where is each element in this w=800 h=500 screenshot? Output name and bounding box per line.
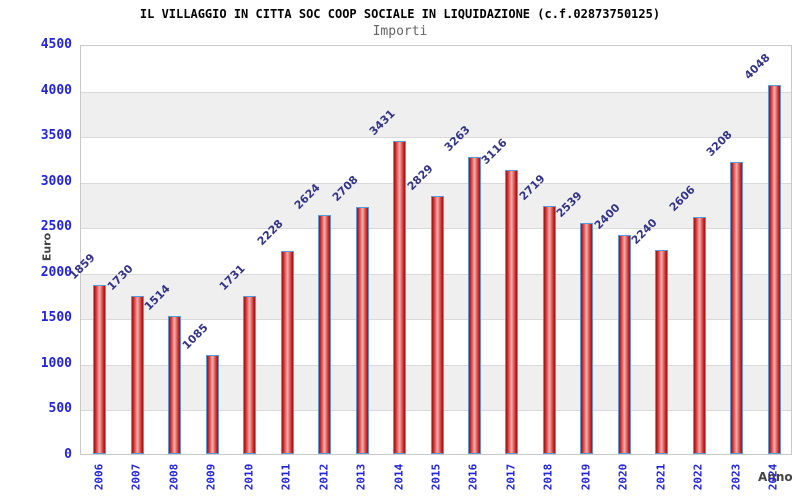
gridline	[81, 182, 791, 184]
bar	[393, 141, 407, 454]
bar	[355, 207, 369, 454]
bar	[692, 216, 706, 454]
plot-band	[81, 91, 791, 138]
x-tick-label: 2016	[466, 463, 480, 491]
x-tick-label: 2006	[92, 463, 106, 491]
chart-subtitle: Importi	[372, 24, 428, 39]
x-tick-label: 2014	[392, 463, 406, 491]
plot-area	[80, 45, 792, 455]
gridline	[81, 91, 791, 93]
x-tick-label: 2017	[504, 463, 518, 491]
x-tick-label: 2019	[579, 463, 593, 491]
y-tick-label: 4500	[40, 37, 72, 52]
y-tick-label: 2500	[40, 219, 72, 235]
x-tick-label: 2023	[729, 463, 743, 491]
x-tick-label: 2011	[279, 463, 293, 491]
x-axis-title: Anno	[758, 470, 793, 484]
x-tick-label: 2018	[541, 463, 555, 491]
x-tick-label: 2021	[654, 463, 668, 491]
bar	[318, 214, 332, 454]
y-tick-label: 4000	[40, 82, 72, 98]
x-tick-label: 2015	[429, 463, 443, 491]
bar	[467, 156, 481, 454]
bar	[205, 355, 219, 454]
bar	[655, 249, 669, 454]
y-tick-label: 0	[64, 447, 72, 462]
bar	[617, 235, 631, 454]
x-tick-label: 2009	[204, 463, 218, 491]
bar	[730, 161, 744, 454]
bar	[280, 251, 294, 454]
x-tick-label: 2012	[317, 463, 331, 491]
y-tick-label: 2000	[40, 264, 72, 280]
gridline	[81, 137, 791, 139]
y-tick-label: 1500	[40, 310, 72, 326]
bar	[430, 196, 444, 454]
x-tick-label: 2008	[167, 463, 181, 491]
y-tick-label: 3000	[40, 173, 72, 189]
bar	[542, 206, 556, 454]
chart-title: IL VILLAGGIO IN CITTA SOC COOP SOCIALE I…	[139, 7, 661, 21]
bar	[93, 284, 107, 454]
y-tick-label: 3500	[40, 128, 72, 144]
bar	[130, 296, 144, 454]
bar	[243, 296, 257, 454]
x-tick-label: 2024	[766, 463, 780, 491]
y-tick-label: 1000	[40, 355, 72, 371]
x-tick-label: 2020	[616, 463, 630, 491]
x-tick-label: 2022	[691, 463, 705, 491]
bar	[168, 316, 182, 454]
y-axis-title: Euro	[40, 232, 54, 262]
x-tick-label: 2013	[354, 463, 368, 491]
x-tick-label: 2007	[129, 463, 143, 491]
x-tick-label: 2010	[242, 463, 256, 491]
bar	[767, 85, 781, 454]
y-tick-label: 500	[48, 401, 72, 417]
bar	[580, 222, 594, 454]
bar	[505, 170, 519, 454]
